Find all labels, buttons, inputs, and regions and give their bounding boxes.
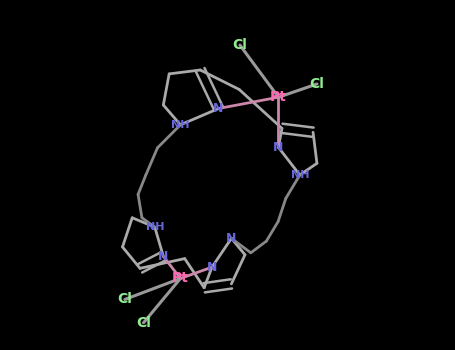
Text: Pt: Pt bbox=[172, 272, 189, 286]
Text: N: N bbox=[273, 141, 283, 154]
Text: N: N bbox=[226, 232, 237, 245]
Text: Pt: Pt bbox=[270, 90, 287, 104]
Text: NH: NH bbox=[171, 120, 190, 130]
Text: NH: NH bbox=[291, 170, 309, 180]
Text: N: N bbox=[213, 102, 224, 115]
Text: Cl: Cl bbox=[117, 293, 132, 307]
Text: Cl: Cl bbox=[309, 77, 324, 91]
Text: Cl: Cl bbox=[233, 38, 248, 52]
Text: N: N bbox=[158, 250, 168, 263]
Text: Cl: Cl bbox=[136, 316, 151, 330]
Text: N: N bbox=[207, 261, 217, 274]
Text: NH: NH bbox=[146, 222, 164, 232]
